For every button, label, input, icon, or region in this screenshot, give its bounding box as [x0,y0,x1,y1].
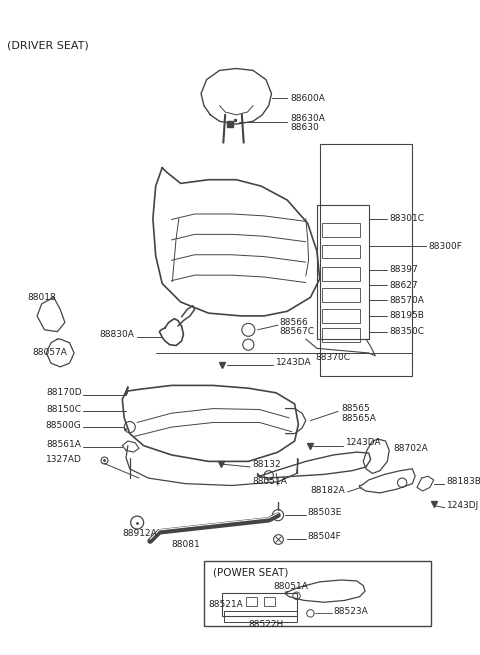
Text: 88300F: 88300F [428,242,462,251]
Text: 88350C: 88350C [389,327,424,336]
Text: 88565: 88565 [341,404,370,413]
Text: 1243DA: 1243DA [346,438,381,447]
Text: (POWER SEAT): (POWER SEAT) [213,568,288,578]
Text: 88565A: 88565A [341,414,376,423]
Text: 88500G: 88500G [46,421,82,430]
Text: 88504F: 88504F [308,532,341,541]
Bar [264,597,275,606]
Text: 88523A: 88523A [334,607,368,616]
Text: 88561A: 88561A [47,440,82,449]
Text: 88397: 88397 [389,265,418,274]
Text: 88567C: 88567C [280,327,315,336]
Text: 88566: 88566 [280,318,309,327]
Text: 88630: 88630 [290,123,319,132]
Text: 88150C: 88150C [47,405,82,414]
Text: 1243DJ: 1243DJ [446,501,479,510]
Text: 88195B: 88195B [389,311,424,320]
Text: 88018: 88018 [28,293,57,302]
Text: 88301C: 88301C [389,214,424,223]
Bar [246,597,257,606]
Bar [323,309,360,324]
Text: 88702A: 88702A [394,444,429,453]
Text: 88627: 88627 [389,281,418,290]
Bar [323,244,360,259]
Text: 88051A: 88051A [273,582,308,591]
Bar [323,288,360,302]
Text: 88057A: 88057A [33,348,67,358]
Bar [323,267,360,281]
Bar [204,561,431,626]
Text: 88132: 88132 [252,460,281,469]
Bar [222,593,297,616]
Text: 88522H: 88522H [248,620,284,629]
Text: 88630A: 88630A [290,114,325,123]
Text: 88830A: 88830A [99,330,134,339]
Text: 88081: 88081 [171,540,200,550]
Text: 1327AD: 1327AD [46,455,82,464]
Text: 88170D: 88170D [46,388,82,398]
Bar [320,145,412,376]
Text: 88570A: 88570A [389,295,424,305]
Text: 88182A: 88182A [310,485,345,495]
Text: 1243DA: 1243DA [276,358,312,367]
Text: 88521A: 88521A [208,599,243,608]
Text: 88051A: 88051A [252,477,287,486]
Bar [224,610,297,622]
Bar [323,328,360,342]
Text: (DRIVER SEAT): (DRIVER SEAT) [7,41,89,50]
Text: 88912A: 88912A [122,529,157,538]
Text: 88503E: 88503E [308,508,342,517]
Text: 88600A: 88600A [290,94,325,103]
Bar [323,223,360,237]
Text: 88370C: 88370C [315,353,350,362]
Text: 88183B: 88183B [446,477,480,486]
